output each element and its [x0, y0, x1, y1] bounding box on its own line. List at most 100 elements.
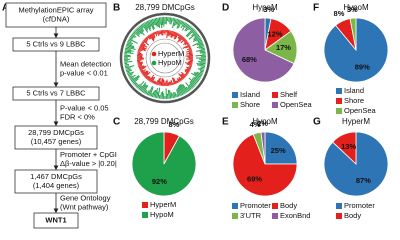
circos-track	[172, 17, 175, 22]
circos-track	[158, 30, 161, 35]
circos-track	[182, 84, 189, 93]
circos-track	[185, 45, 191, 49]
circos-track	[129, 37, 133, 40]
circos-track	[192, 30, 196, 34]
circos-track	[198, 46, 205, 49]
circos-track	[154, 87, 158, 98]
circos-track	[176, 19, 180, 25]
circos-track	[124, 50, 132, 53]
circos-track	[138, 85, 143, 90]
chart-title: HypoM	[252, 3, 278, 12]
circos-track	[196, 38, 202, 42]
circos-track	[180, 77, 183, 81]
circos-track	[186, 29, 195, 38]
circos-track	[199, 67, 205, 70]
circos-track	[170, 17, 173, 25]
circos-track	[173, 77, 177, 84]
flow-box-text: 5 Ctrls vs 9 LBBC	[26, 39, 86, 48]
legend-label: Body	[280, 201, 297, 210]
circos-track	[181, 22, 188, 31]
circos-track	[155, 80, 159, 85]
circos-track	[192, 77, 199, 83]
circos-track	[137, 50, 141, 52]
circos-track	[125, 65, 135, 69]
circos-track	[188, 77, 197, 85]
circos-track	[173, 32, 178, 40]
circos-track	[133, 81, 137, 85]
legend-label: Island	[240, 90, 260, 99]
circos-track	[173, 32, 177, 37]
circos-track	[170, 92, 173, 99]
circos-track	[186, 47, 192, 51]
circos-track	[137, 51, 141, 53]
circos-track	[176, 89, 180, 97]
circos-track	[193, 76, 200, 82]
value-label: 3%	[347, 5, 358, 14]
circos-track	[189, 27, 193, 31]
flow-box-text: (1,404 genes)	[33, 181, 80, 190]
circos-track	[128, 38, 138, 44]
circos-track	[181, 84, 188, 94]
legend-swatch	[142, 202, 148, 208]
legend-label: OpenSea	[344, 106, 377, 115]
circos-track	[168, 81, 171, 86]
circos-track	[139, 25, 145, 32]
circos-track	[194, 76, 201, 81]
circos-track	[173, 91, 176, 98]
circos-track	[199, 62, 206, 65]
circos-track	[149, 19, 155, 31]
legend-swatch	[232, 213, 238, 219]
circos-track	[142, 70, 148, 75]
flow-box-text: WNT1	[45, 215, 66, 224]
circos-track	[155, 17, 159, 28]
circos-track	[178, 85, 184, 96]
circos-track	[193, 34, 200, 40]
flow-box-text: 28,799 DMCpGs	[28, 128, 84, 137]
flow-step-text: p-value < 0.01	[60, 68, 108, 77]
value-label: 68%	[242, 55, 257, 64]
circos-track	[180, 20, 184, 25]
circos-track	[134, 30, 140, 36]
circos-track	[169, 30, 172, 36]
legend-label: Body	[344, 211, 361, 220]
circos-track	[169, 17, 172, 24]
circos-track	[155, 31, 158, 35]
circos-track	[144, 38, 148, 42]
circos-track	[191, 78, 198, 84]
circos-track	[178, 78, 181, 82]
legend-swatch	[272, 213, 278, 219]
legend-swatch	[232, 92, 238, 98]
circos-track	[147, 85, 153, 96]
circos-track	[146, 90, 150, 96]
circos-track	[160, 17, 163, 29]
circos-track	[130, 34, 136, 38]
circos-track	[136, 28, 142, 35]
circos-track	[129, 35, 134, 39]
circos-track	[185, 68, 190, 72]
circos-track	[175, 80, 178, 84]
circos-track	[166, 30, 169, 38]
circos-track	[188, 51, 193, 54]
circos-track	[154, 18, 158, 27]
circos-track	[175, 18, 179, 26]
value-label: 2%	[257, 119, 268, 128]
circos-track	[160, 92, 162, 99]
circos-track	[155, 91, 159, 99]
circos-track	[191, 72, 201, 79]
figure: AMethylationEPIC array(cfDNA)5 Ctrls vs …	[2, 2, 389, 229]
circos-track	[185, 25, 191, 32]
value-label: 92%	[152, 177, 167, 186]
circos-track	[137, 27, 145, 36]
circos-track	[195, 54, 206, 57]
circos-track	[186, 68, 191, 71]
circos-track	[125, 47, 131, 50]
circos-track	[158, 17, 161, 25]
circos-track	[192, 40, 203, 47]
circos-track	[145, 21, 152, 32]
circos-ring	[145, 38, 185, 78]
circos-track	[138, 65, 145, 69]
circos-track	[125, 68, 131, 72]
circos-track	[196, 71, 203, 76]
circos-track	[141, 84, 148, 93]
circos-track	[160, 78, 163, 86]
